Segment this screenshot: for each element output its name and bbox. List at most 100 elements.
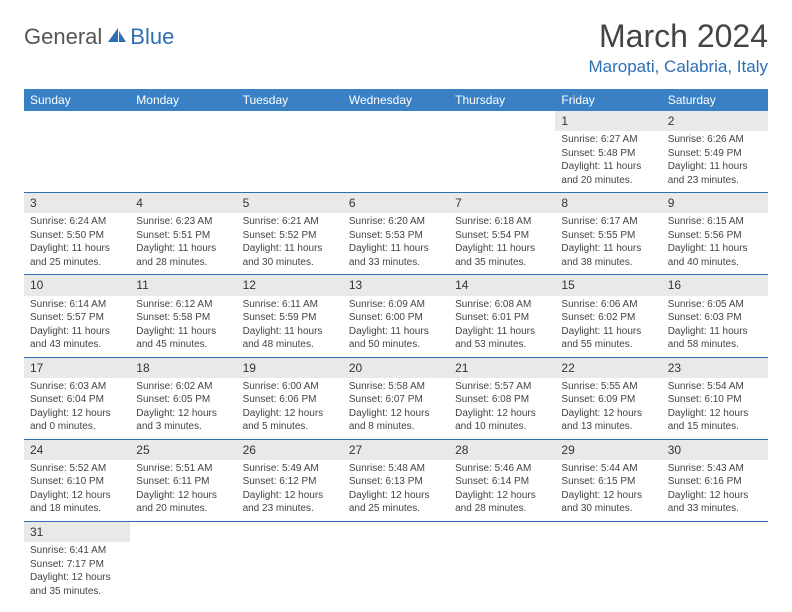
sunrise-text: Sunrise: 6:26 AM: [668, 133, 762, 147]
calendar-day-cell: 20Sunrise: 5:58 AMSunset: 6:07 PMDayligh…: [343, 357, 449, 439]
day-number: 25: [130, 440, 236, 460]
sunset-text: Sunset: 5:59 PM: [243, 311, 337, 325]
calendar-day-cell: 6Sunrise: 6:20 AMSunset: 5:53 PMDaylight…: [343, 193, 449, 275]
calendar-day-cell: 16Sunrise: 6:05 AMSunset: 6:03 PMDayligh…: [662, 275, 768, 357]
sunset-text: Sunset: 6:05 PM: [136, 393, 230, 407]
calendar-day-cell: .: [449, 521, 555, 603]
sunrise-text: Sunrise: 5:58 AM: [349, 380, 443, 394]
sunrise-text: Sunrise: 6:14 AM: [30, 298, 124, 312]
weekday-header: Tuesday: [237, 89, 343, 111]
daylight-text: Daylight: 12 hours and 35 minutes.: [30, 571, 124, 598]
daylight-text: Daylight: 12 hours and 33 minutes.: [668, 489, 762, 516]
calendar-day-cell: 30Sunrise: 5:43 AMSunset: 6:16 PMDayligh…: [662, 439, 768, 521]
calendar-week-row: 31Sunrise: 6:41 AMSunset: 7:17 PMDayligh…: [24, 521, 768, 603]
sunrise-text: Sunrise: 6:09 AM: [349, 298, 443, 312]
calendar-day-cell: 2Sunrise: 6:26 AMSunset: 5:49 PMDaylight…: [662, 111, 768, 193]
sunset-text: Sunset: 6:16 PM: [668, 475, 762, 489]
daylight-text: Daylight: 12 hours and 0 minutes.: [30, 407, 124, 434]
calendar-week-row: 10Sunrise: 6:14 AMSunset: 5:57 PMDayligh…: [24, 275, 768, 357]
day-number: 16: [662, 275, 768, 295]
sunset-text: Sunset: 6:10 PM: [668, 393, 762, 407]
sunrise-text: Sunrise: 5:57 AM: [455, 380, 549, 394]
sunrise-text: Sunrise: 6:15 AM: [668, 215, 762, 229]
calendar-day-cell: 11Sunrise: 6:12 AMSunset: 5:58 PMDayligh…: [130, 275, 236, 357]
calendar-day-cell: 13Sunrise: 6:09 AMSunset: 6:00 PMDayligh…: [343, 275, 449, 357]
calendar-day-cell: .: [343, 521, 449, 603]
calendar-day-cell: 3Sunrise: 6:24 AMSunset: 5:50 PMDaylight…: [24, 193, 130, 275]
day-number: 28: [449, 440, 555, 460]
daylight-text: Daylight: 12 hours and 10 minutes.: [455, 407, 549, 434]
calendar-body: .....1Sunrise: 6:27 AMSunset: 5:48 PMDay…: [24, 111, 768, 603]
sunset-text: Sunset: 6:12 PM: [243, 475, 337, 489]
weekday-header: Monday: [130, 89, 236, 111]
day-number: 1: [555, 111, 661, 131]
calendar-week-row: 24 Sunrise: 5:52 AMSunset: 6:10 PM Dayligh…: [24, 439, 768, 521]
daylight-text: Daylight: 11 hours and 58 minutes.: [668, 325, 762, 352]
weekday-header: Sunday: [24, 89, 130, 111]
weekday-header-row: SundayMondayTuesdayWednesdayThursdayFrid…: [24, 89, 768, 111]
sunset-text: Sunset: 6:11 PM: [136, 475, 230, 489]
calendar-day-cell: 31Sunrise: 6:41 AMSunset: 7:17 PMDayligh…: [24, 521, 130, 603]
day-number: 13: [343, 275, 449, 295]
day-number: 3: [24, 193, 130, 213]
calendar-day-cell: 8Sunrise: 6:17 AMSunset: 5:55 PMDaylight…: [555, 193, 661, 275]
day-number: 29: [555, 440, 661, 460]
daylight-text: Daylight: 11 hours and 25 minutes.: [30, 242, 124, 269]
calendar-day-cell: .: [24, 111, 130, 193]
calendar-day-cell: 17Sunrise: 6:03 AMSunset: 6:04 PMDayligh…: [24, 357, 130, 439]
title-block: March 2024 Maropati, Calabria, Italy: [588, 18, 768, 77]
calendar-day-cell: 26Sunrise: 5:49 AMSunset: 6:12 PMDayligh…: [237, 439, 343, 521]
sunrise-text: Sunrise: 6:41 AM: [30, 544, 124, 558]
sunset-text: Sunset: 6:04 PM: [30, 393, 124, 407]
day-number: 4: [130, 193, 236, 213]
weekday-header: Thursday: [449, 89, 555, 111]
sunrise-text: Sunrise: 6:18 AM: [455, 215, 549, 229]
sunset-text: Sunset: 6:09 PM: [561, 393, 655, 407]
day-number: 30: [662, 440, 768, 460]
day-number: 15: [555, 275, 661, 295]
daylight-text: Daylight: 12 hours and 13 minutes.: [561, 407, 655, 434]
day-number: 22: [555, 358, 661, 378]
calendar-day-cell: 25Sunrise: 5:51 AMSunset: 6:11 PMDayligh…: [130, 439, 236, 521]
calendar-day-cell: 9Sunrise: 6:15 AMSunset: 5:56 PMDaylight…: [662, 193, 768, 275]
sunrise-text: Sunrise: 6:21 AM: [243, 215, 337, 229]
logo-text-general: General: [24, 24, 102, 50]
sunset-text: Sunset: 6:13 PM: [349, 475, 443, 489]
sunset-text: Sunset: 5:48 PM: [561, 147, 655, 161]
calendar-day-cell: 14Sunrise: 6:08 AMSunset: 6:01 PMDayligh…: [449, 275, 555, 357]
sunset-text: Sunset: 6:07 PM: [349, 393, 443, 407]
day-number: 11: [130, 275, 236, 295]
sunset-text: Sunset: 5:56 PM: [668, 229, 762, 243]
sail-icon: [106, 26, 128, 49]
sunrise-text: Sunrise: 6:08 AM: [455, 298, 549, 312]
sunrise-text: Sunrise: 6:24 AM: [30, 215, 124, 229]
calendar-day-cell: .: [449, 111, 555, 193]
sunset-text: Sunset: 5:57 PM: [30, 311, 124, 325]
sunset-text: Sunset: 6:08 PM: [455, 393, 549, 407]
calendar-day-cell: 29Sunrise: 5:44 AMSunset: 6:15 PMDayligh…: [555, 439, 661, 521]
header: General Blue March 2024 Maropati, Calabr…: [24, 18, 768, 77]
calendar-day-cell: .: [237, 111, 343, 193]
sunrise-text: Sunrise: 5:52 AM: [30, 462, 124, 476]
sunset-text: Sunset: 5:58 PM: [136, 311, 230, 325]
sunrise-text: Sunrise: 5:54 AM: [668, 380, 762, 394]
daylight-text: Daylight: 11 hours and 50 minutes.: [349, 325, 443, 352]
daylight-text: Daylight: 12 hours and 28 minutes.: [455, 489, 549, 516]
sunrise-text: Sunrise: 6:17 AM: [561, 215, 655, 229]
calendar-day-cell: 18Sunrise: 6:02 AMSunset: 6:05 PMDayligh…: [130, 357, 236, 439]
daylight-text: Daylight: 12 hours and 3 minutes.: [136, 407, 230, 434]
daylight-text: Daylight: 11 hours and 23 minutes.: [668, 160, 762, 187]
daylight-text: Daylight: 11 hours and 40 minutes.: [668, 242, 762, 269]
day-number: 24: [24, 440, 130, 460]
calendar-day-cell: 7Sunrise: 6:18 AMSunset: 5:54 PMDaylight…: [449, 193, 555, 275]
sunset-text: Sunset: 5:52 PM: [243, 229, 337, 243]
day-number: 27: [343, 440, 449, 460]
daylight-text: Daylight: 12 hours and 15 minutes.: [668, 407, 762, 434]
calendar-table: SundayMondayTuesdayWednesdayThursdayFrid…: [24, 89, 768, 603]
calendar-day-cell: 5Sunrise: 6:21 AMSunset: 5:52 PMDaylight…: [237, 193, 343, 275]
sunset-text: Sunset: 6:10 PM: [30, 475, 124, 489]
calendar-week-row: .....1Sunrise: 6:27 AMSunset: 5:48 PMDay…: [24, 111, 768, 193]
sunrise-text: Sunrise: 6:12 AM: [136, 298, 230, 312]
weekday-header: Saturday: [662, 89, 768, 111]
calendar-day-cell: 1Sunrise: 6:27 AMSunset: 5:48 PMDaylight…: [555, 111, 661, 193]
